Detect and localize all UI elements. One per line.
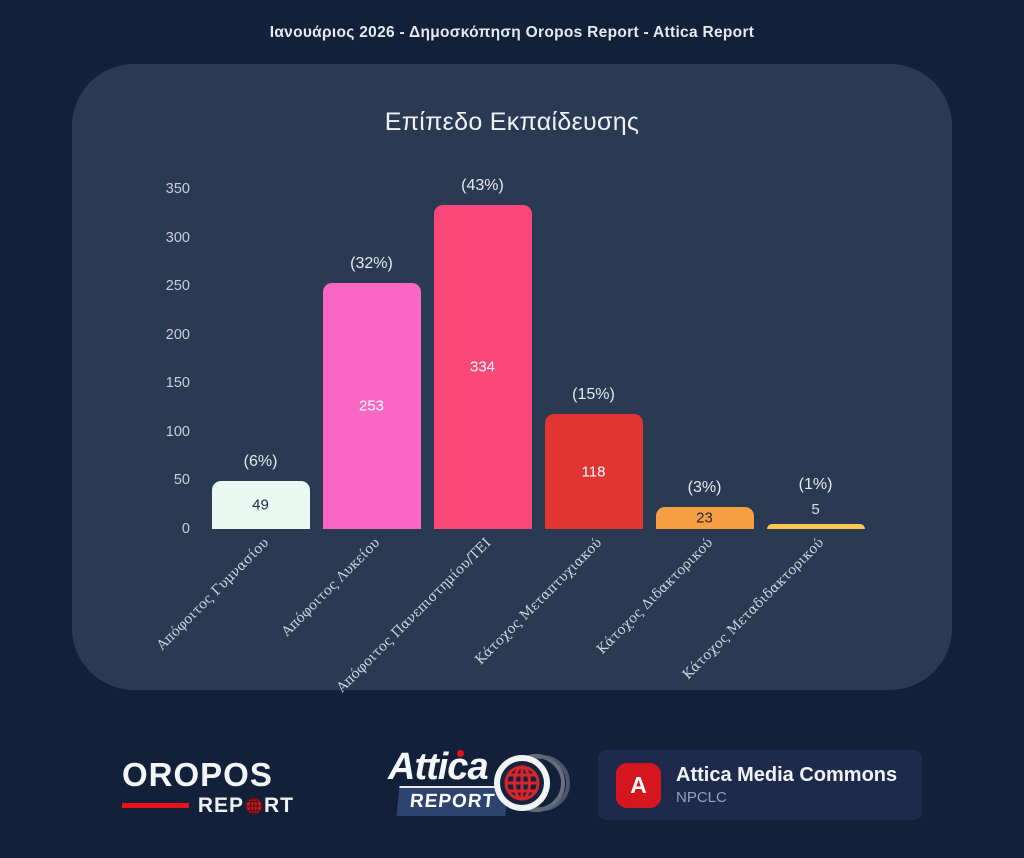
plot-area: 49 (6%) 253 (32%) 334 (43%) 118 (15%) 23 (3%) 5 (1%… [205, 177, 871, 529]
chart-panel: Επίπεδο Εκπαίδευσης 0 50 100 150 200 250 300 35… [72, 64, 952, 696]
oropos-report-left: REP [197, 794, 244, 817]
oropos-report-logo: OROPOS REP RT [122, 758, 294, 816]
y-tick-label: 300 [165, 229, 190, 246]
globe-icon [245, 796, 263, 815]
oropos-report-right: RT [264, 794, 294, 817]
bar: 334 [433, 204, 532, 529]
bar-percent-label: (6%) [243, 453, 278, 471]
y-tick-label: 100 [165, 423, 190, 440]
y-tick-label: 250 [165, 278, 190, 295]
y-axis: 0 50 100 150 200 250 300 350 [72, 181, 190, 537]
bar: 118 [544, 414, 643, 529]
bar-value-label: 49 [252, 496, 269, 514]
attica-media-commons-card: A Attica Media Commons NPCLC [598, 750, 922, 820]
bar-value-label: 334 [469, 358, 496, 376]
y-tick-label: 50 [173, 472, 190, 489]
bar-percent-label: (3%) [687, 478, 722, 496]
y-tick-label: 200 [165, 326, 190, 343]
page-title: Ιανουάριος 2026 - Δημοσκόπηση Oropos Rep… [269, 24, 755, 41]
chart-title: Επίπεδο Εκπαίδευσης [384, 108, 640, 136]
bar [766, 524, 865, 529]
bar: 49 [211, 481, 310, 529]
bar-percent-label: (1%) [798, 476, 833, 494]
bar: 253 [322, 283, 421, 529]
bar-value-label: 23 [696, 509, 713, 527]
bar: 23 [655, 506, 754, 529]
attica-report-logo: Attica REPORT [374, 748, 574, 832]
y-tick-label: 350 [165, 181, 190, 197]
attica-i-dot [457, 750, 464, 757]
bar-value-label: 253 [358, 397, 385, 415]
oropos-report-text: REP RT [198, 795, 294, 816]
amc-title: Attica Media Commons [676, 764, 898, 786]
oropos-logo-text: OROPOS [122, 756, 273, 793]
bar-value-label: 5 [811, 501, 820, 519]
oropos-red-line [122, 803, 189, 808]
bar-percent-label: (32%) [350, 255, 393, 273]
y-tick-label: 150 [165, 375, 190, 392]
attica-logo-text: Attica [388, 746, 489, 788]
y-tick-label: 0 [181, 521, 190, 537]
x-axis: Απόφοιτος Γυμνασίου Απόφοιτος Λυκείου Απόφ… [153, 535, 871, 705]
bar-value-label: 118 [581, 463, 606, 481]
bar-percent-label: (15%) [572, 386, 615, 404]
amc-badge-icon: A [616, 762, 661, 808]
globe-icon [494, 754, 570, 812]
bar-percent-label: (43%) [461, 176, 504, 194]
amc-subtitle: NPCLC [676, 789, 727, 806]
